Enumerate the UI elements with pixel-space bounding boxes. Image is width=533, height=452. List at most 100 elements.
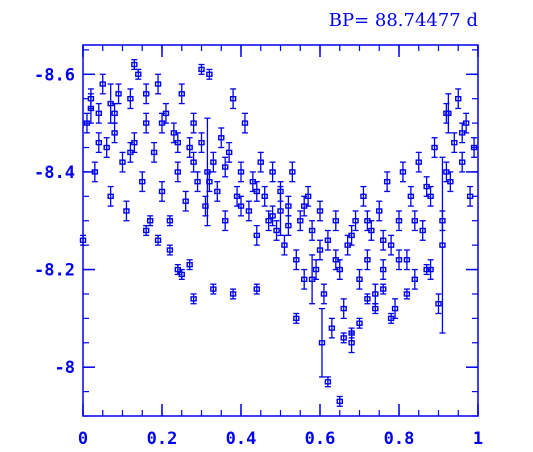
point-marker: [135, 71, 142, 77]
point-marker: [190, 159, 197, 165]
point-marker: [210, 286, 217, 292]
point-marker: [245, 208, 253, 214]
data-point: [324, 229, 332, 251]
point-marker: [387, 242, 395, 248]
point-marker: [340, 305, 347, 312]
data-point: [186, 259, 193, 271]
point-marker: [194, 178, 201, 185]
point-marker: [127, 95, 134, 102]
data-point: [253, 283, 261, 295]
x-tick-label: 0.8: [384, 429, 415, 449]
point-marker: [237, 169, 245, 175]
data-point: [174, 161, 182, 183]
point-marker: [269, 213, 276, 219]
point-marker: [178, 91, 185, 97]
point-marker: [253, 232, 261, 239]
point-marker: [95, 139, 103, 146]
data-point: [312, 259, 320, 280]
data-point: [225, 141, 233, 163]
data-point: [332, 210, 339, 232]
data-point: [198, 132, 205, 154]
point-marker: [123, 208, 130, 214]
data-point: [166, 215, 174, 227]
x-tick-label: 0: [78, 429, 88, 449]
data-point: [210, 151, 217, 173]
data-point: [439, 156, 446, 334]
point-marker: [399, 169, 407, 175]
data-point: [107, 185, 114, 207]
data-point: [194, 171, 201, 193]
data-point: [443, 161, 450, 183]
point-marker: [459, 159, 466, 165]
point-marker: [142, 91, 150, 97]
point-marker: [150, 149, 158, 156]
data-point: [206, 68, 213, 80]
point-marker: [332, 218, 339, 224]
point-marker: [411, 276, 418, 283]
point-marker: [383, 178, 391, 185]
point-marker: [407, 193, 415, 200]
point-marker: [146, 218, 154, 224]
data-point: [95, 132, 103, 154]
data-point: [435, 293, 442, 315]
data-point: [431, 137, 438, 158]
data-point: [190, 112, 197, 134]
point-marker: [380, 286, 387, 292]
point-marker: [320, 291, 328, 297]
point-marker: [470, 144, 478, 151]
data-point: [131, 58, 138, 71]
point-marker: [427, 193, 434, 200]
data-point: [79, 234, 87, 246]
point-marker: [253, 286, 261, 292]
point-marker: [411, 218, 418, 224]
point-marker: [119, 159, 126, 165]
data-point: [146, 215, 154, 227]
data-point: [186, 137, 193, 158]
data-point: [301, 268, 308, 290]
point-marker: [372, 305, 379, 312]
data-point: [289, 161, 296, 183]
data-point: [308, 254, 316, 305]
point-marker: [190, 296, 197, 302]
y-tick-label: -8.2: [34, 261, 75, 281]
point-marker: [285, 222, 292, 229]
point-marker: [376, 208, 383, 214]
data-point: [115, 83, 122, 105]
point-marker: [99, 81, 106, 87]
point-marker: [364, 296, 371, 302]
data-point: [253, 181, 261, 202]
point-marker: [348, 330, 355, 336]
point-marker: [166, 247, 174, 253]
point-marker: [127, 149, 134, 156]
data-point: [380, 283, 387, 295]
data-point: [182, 190, 189, 212]
data-point: [360, 185, 367, 207]
data-point: [348, 327, 355, 339]
data-point: [158, 112, 166, 134]
point-marker: [431, 144, 438, 151]
data-point: [166, 244, 174, 256]
point-marker: [336, 398, 343, 405]
point-marker: [293, 315, 300, 322]
point-marker: [340, 335, 347, 341]
x-tick-label: 0.4: [226, 429, 257, 449]
point-marker: [360, 193, 367, 200]
x-tick-labels: 0 0.2 0.4 0.6 0.8 1: [78, 429, 483, 449]
data-point: [158, 181, 166, 202]
data-point: [316, 239, 324, 261]
data-point: [174, 264, 182, 276]
data-point: [415, 151, 422, 173]
data-point: [245, 200, 253, 222]
point-marker: [186, 144, 193, 151]
point-marker: [111, 110, 118, 117]
point-marker: [142, 227, 150, 234]
point-marker: [158, 120, 166, 126]
data-point: [190, 151, 197, 173]
point-marker: [115, 91, 122, 97]
y-tick-label: -8.4: [34, 163, 75, 183]
data-points: [79, 58, 478, 407]
data-point: [285, 195, 292, 217]
point-marker: [91, 169, 99, 175]
data-point: [403, 288, 411, 300]
